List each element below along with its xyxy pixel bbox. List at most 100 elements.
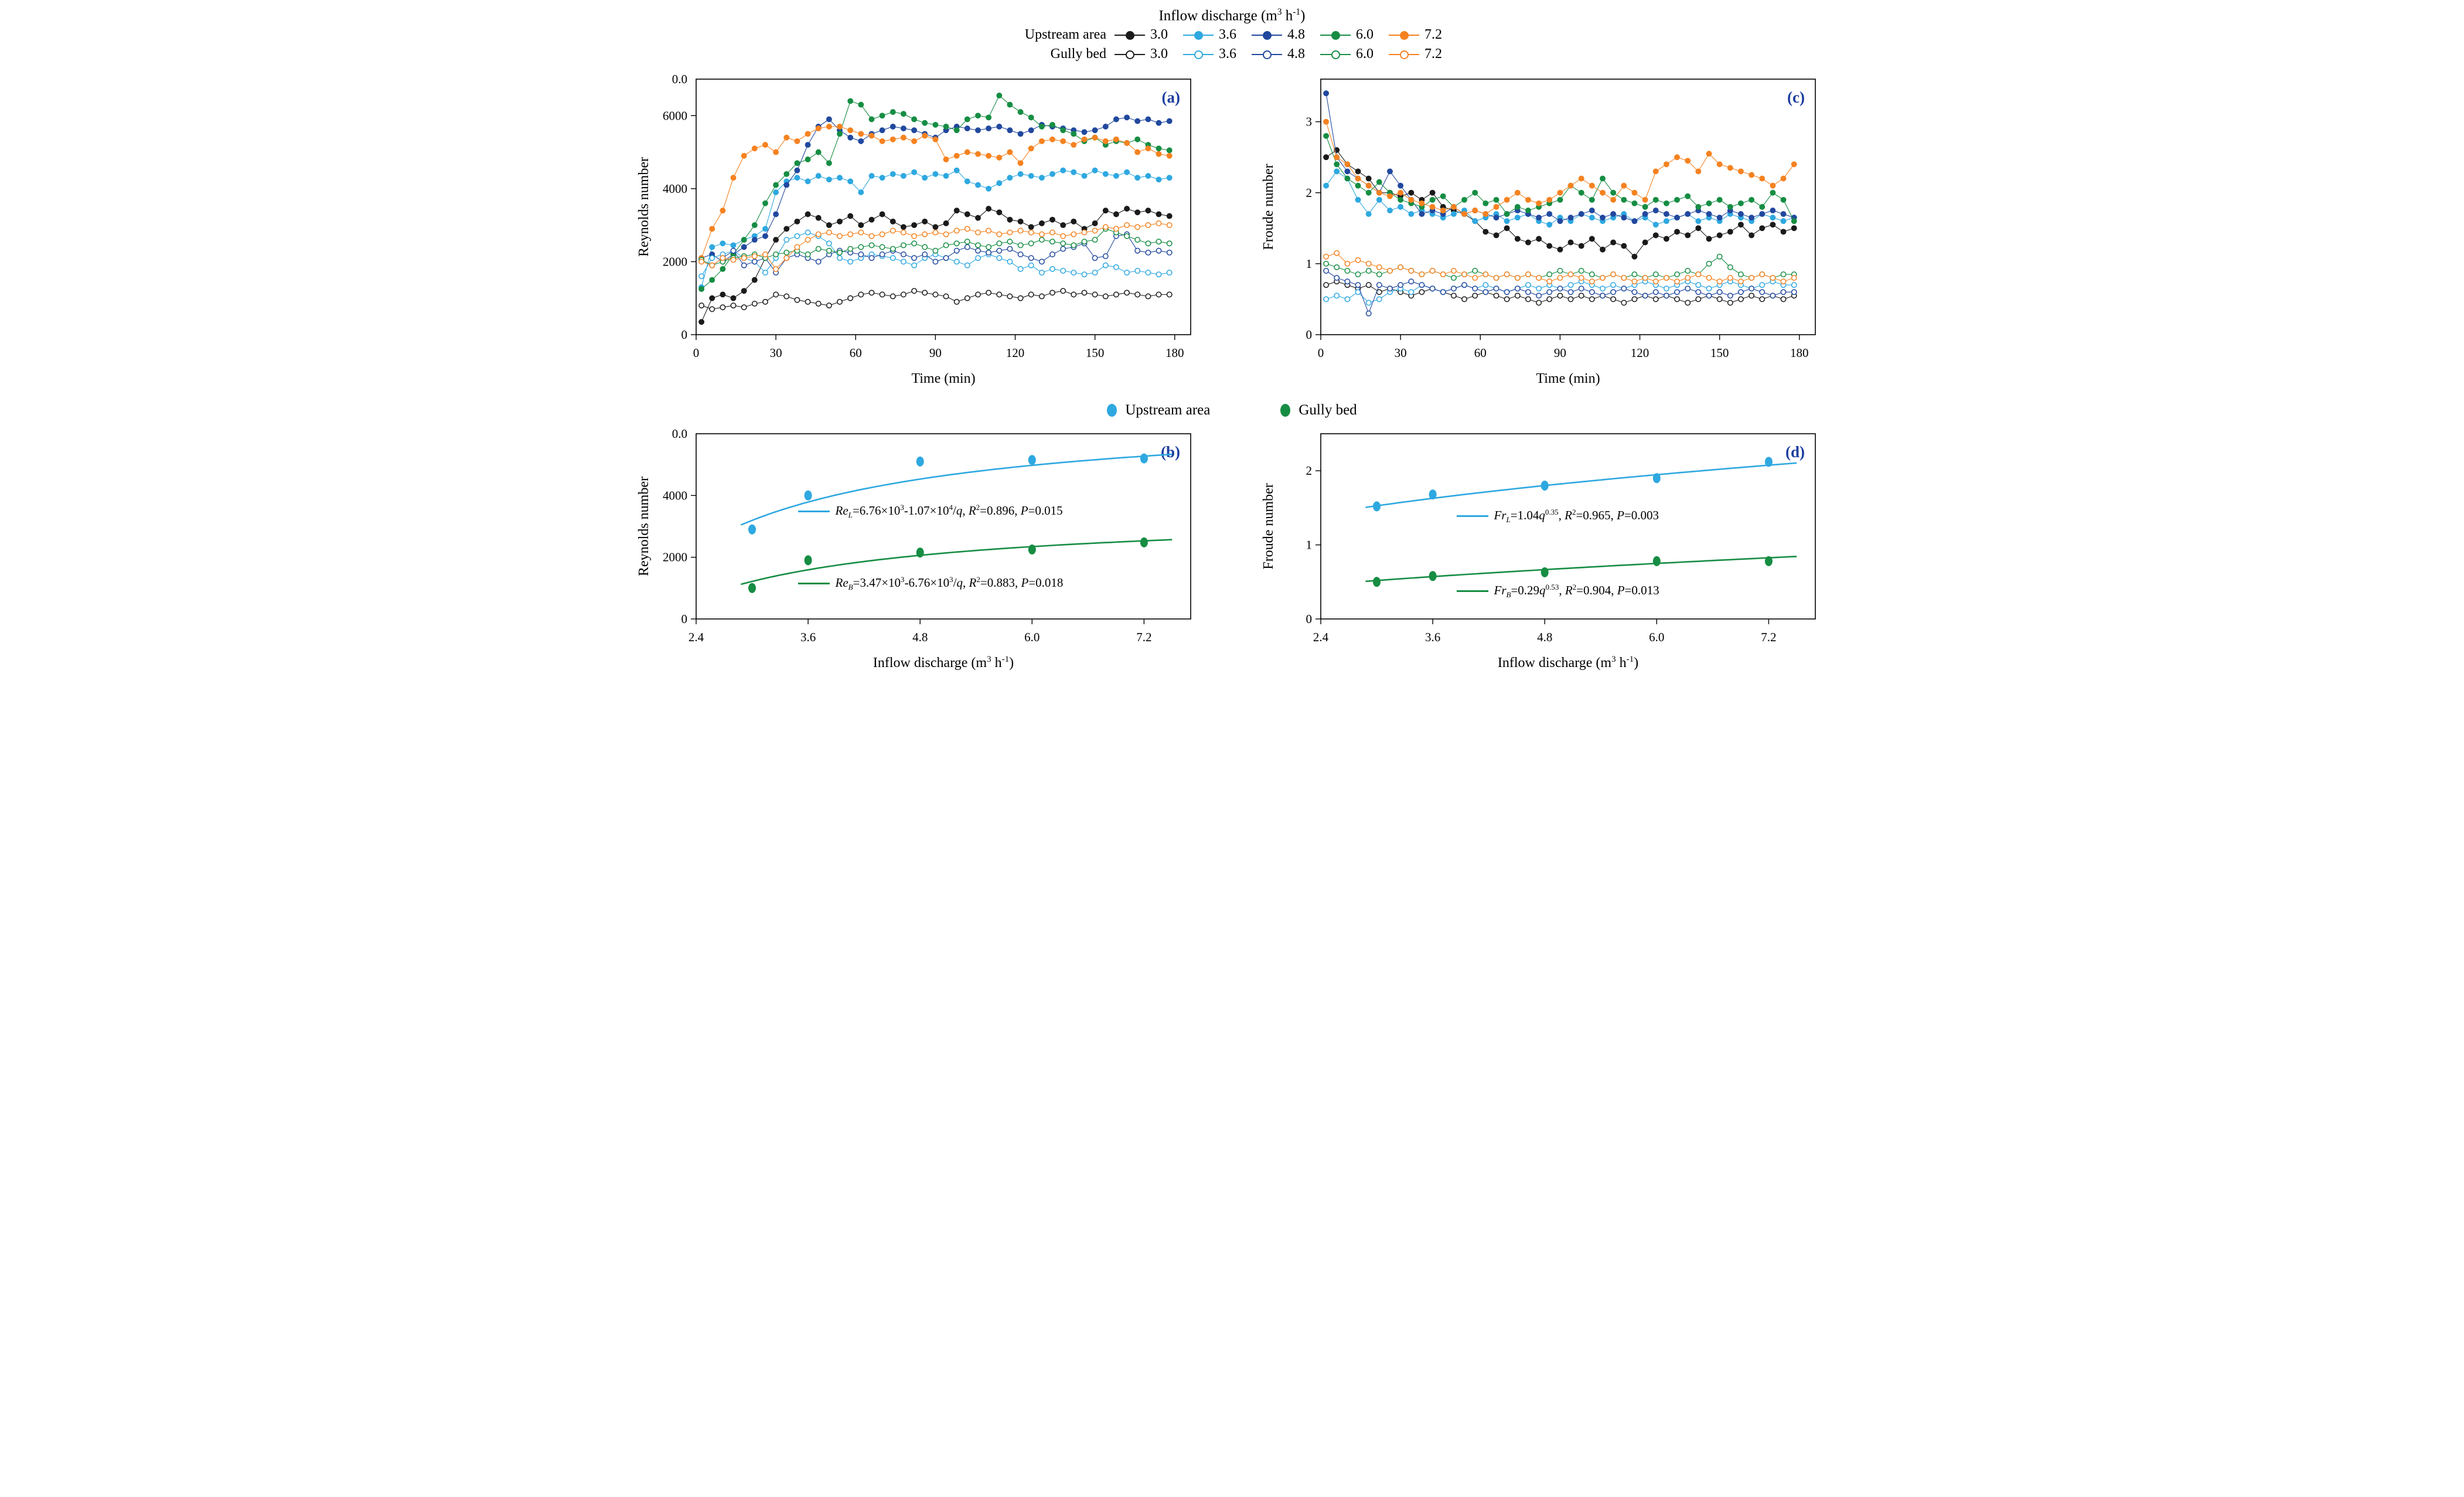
filled-circle-marker-icon	[1115, 30, 1145, 40]
svg-text:(d): (d)	[1785, 443, 1805, 461]
open-circle-marker-icon	[1320, 50, 1351, 60]
svg-text:30: 30	[769, 346, 782, 360]
chart-b: 2.4 3.6 4.8 6.0 7.2 0 2000 4000 0.0 Inflow discha…	[636, 427, 1191, 671]
legend-entry-value: 3.0	[1150, 46, 1168, 62]
legend-mid-gully: Gully bed	[1280, 402, 1357, 419]
legend-row-upstream: Upstream area 3.0 3.6 4.8 6.0 7.2	[616, 25, 1848, 45]
svg-text:2: 2	[1306, 186, 1312, 200]
legend-top: Inflow discharge (m3 h-1) Upstream area …	[616, 7, 1848, 64]
legend-entry-filled-6.0: 6.0	[1320, 25, 1374, 45]
svg-text:6.0: 6.0	[1024, 630, 1040, 644]
svg-text:4000: 4000	[663, 489, 687, 503]
legend-title: Inflow discharge (m3 h-1)	[1158, 7, 1306, 24]
svg-text:2: 2	[1306, 464, 1312, 478]
svg-text:150: 150	[1710, 346, 1729, 360]
svg-text:3.6: 3.6	[1424, 630, 1440, 644]
legend-entry-filled-3.0: 3.0	[1115, 25, 1168, 45]
panel-a: 0 30 60 90 120 150 180 0 2000 4000 6000 0.0 Time (mi…	[633, 70, 1207, 396]
svg-text:0: 0	[1306, 328, 1312, 342]
svg-text:0: 0	[1306, 612, 1312, 626]
svg-text:(a): (a)	[1161, 89, 1180, 106]
svg-text:(c): (c)	[1787, 89, 1805, 106]
svg-text:Time (min): Time (min)	[911, 371, 975, 386]
svg-text:Inflow discharge (m3 h-1): Inflow discharge (m3 h-1)	[1497, 655, 1638, 671]
svg-text:Reynolds number: Reynolds number	[636, 157, 652, 257]
legend-entry-open-7.2: 7.2	[1389, 45, 1442, 64]
svg-text:3.6: 3.6	[800, 630, 815, 644]
open-circle-marker-icon	[1389, 50, 1419, 60]
svg-text:Froude number: Froude number	[1261, 164, 1276, 250]
svg-text:0: 0	[681, 612, 687, 626]
svg-text:4000: 4000	[663, 182, 687, 196]
svg-text:Time (min): Time (min)	[1536, 371, 1600, 386]
legend-row-gully-label: Gully bed	[1050, 46, 1106, 62]
open-circle-marker-icon	[1115, 50, 1145, 60]
legend-entry-value: 3.6	[1219, 46, 1236, 62]
svg-text:2.4: 2.4	[688, 630, 704, 644]
svg-text:0.0: 0.0	[672, 72, 687, 86]
svg-text:60: 60	[1474, 346, 1486, 360]
legend-row-gully-entries: 3.0 3.6 4.8 6.0 7.2	[1115, 45, 1457, 64]
legend-row-upstream-label: Upstream area	[1024, 27, 1106, 43]
svg-text:1: 1	[1306, 257, 1312, 271]
legend-entry-open-6.0: 6.0	[1320, 45, 1374, 64]
svg-text:120: 120	[1006, 346, 1024, 360]
filled-circle-marker-icon	[1320, 30, 1351, 40]
legend-row-gully: Gully bed 3.0 3.6 4.8 6.0 7.2	[616, 45, 1848, 64]
chart-d: 2.4 3.6 4.8 6.0 7.2 0 1 2 Inflow discharge (m3 h…	[1261, 433, 1816, 671]
upstream-dot-icon	[1107, 404, 1117, 417]
legend-entry-value: 4.8	[1287, 27, 1305, 43]
svg-text:120: 120	[1630, 346, 1649, 360]
filled-circle-marker-icon	[1183, 30, 1214, 40]
svg-text:Reynolds number: Reynolds number	[636, 477, 652, 576]
legend-mid-upstream-label: Upstream area	[1125, 402, 1211, 419]
svg-text:2.4: 2.4	[1313, 630, 1328, 644]
legend-entry-open-3.6: 3.6	[1183, 45, 1236, 64]
legend-entry-open-3.0: 3.0	[1115, 45, 1168, 64]
svg-text:180: 180	[1165, 346, 1184, 360]
svg-text:6.0: 6.0	[1649, 630, 1664, 644]
gully-dot-icon	[1280, 404, 1291, 417]
legend-mid: Upstream area Gully bed	[616, 402, 1848, 419]
svg-text:7.2: 7.2	[1136, 630, 1151, 644]
chart-c: 0 30 60 90 120 150 180 0 1 2 3 Time (min) Froude num…	[1261, 79, 1816, 386]
svg-text:60: 60	[849, 346, 861, 360]
svg-text:7.2: 7.2	[1761, 630, 1776, 644]
svg-text:1: 1	[1306, 538, 1312, 552]
charts-bottom-row: 2.4 3.6 4.8 6.0 7.2 0 2000 4000 0.0 Inflow discha…	[616, 426, 1848, 679]
panel-c: 0 30 60 90 120 150 180 0 1 2 3 Time (min) Froude num…	[1257, 70, 1832, 396]
svg-text:2000: 2000	[663, 550, 687, 564]
svg-text:(b): (b)	[1161, 443, 1180, 461]
svg-text:0: 0	[1317, 346, 1324, 360]
svg-text:4.8: 4.8	[1537, 630, 1552, 644]
svg-text:0.0: 0.0	[672, 427, 687, 441]
svg-text:6000: 6000	[663, 109, 687, 123]
svg-text:2000: 2000	[663, 255, 687, 269]
legend-entry-filled-3.6: 3.6	[1183, 25, 1236, 45]
svg-text:Inflow discharge (m3 h-1): Inflow discharge (m3 h-1)	[873, 655, 1013, 671]
svg-text:90: 90	[1553, 346, 1566, 360]
filled-circle-marker-icon	[1252, 30, 1282, 40]
svg-text:90: 90	[929, 346, 941, 360]
svg-text:0: 0	[681, 328, 687, 342]
legend-entry-value: 7.2	[1424, 46, 1442, 62]
svg-text:3: 3	[1306, 115, 1312, 129]
legend-entry-filled-4.8: 4.8	[1252, 25, 1305, 45]
legend-entry-filled-7.2: 7.2	[1389, 25, 1442, 45]
open-circle-marker-icon	[1252, 50, 1282, 60]
charts-top-row: 0 30 60 90 120 150 180 0 2000 4000 6000 0.0 Time (mi…	[616, 70, 1848, 396]
svg-text:30: 30	[1394, 346, 1406, 360]
legend-mid-upstream: Upstream area	[1107, 402, 1210, 419]
figure: Inflow discharge (m3 h-1) Upstream area …	[616, 0, 1848, 690]
svg-text:Froude number: Froude number	[1261, 484, 1276, 570]
legend-entry-value: 3.6	[1219, 27, 1236, 43]
svg-text:0: 0	[693, 346, 699, 360]
legend-entry-value: 6.0	[1356, 27, 1374, 43]
panel-d: 2.4 3.6 4.8 6.0 7.2 0 1 2 Inflow discharge (m3 h…	[1257, 426, 1832, 679]
panel-b: 2.4 3.6 4.8 6.0 7.2 0 2000 4000 0.0 Inflow discha…	[633, 426, 1207, 679]
open-circle-marker-icon	[1183, 50, 1214, 60]
svg-text:4.8: 4.8	[912, 630, 928, 644]
legend-entry-value: 4.8	[1287, 46, 1305, 62]
legend-entry-value: 3.0	[1150, 27, 1168, 43]
legend-mid-gully-label: Gully bed	[1299, 402, 1357, 419]
